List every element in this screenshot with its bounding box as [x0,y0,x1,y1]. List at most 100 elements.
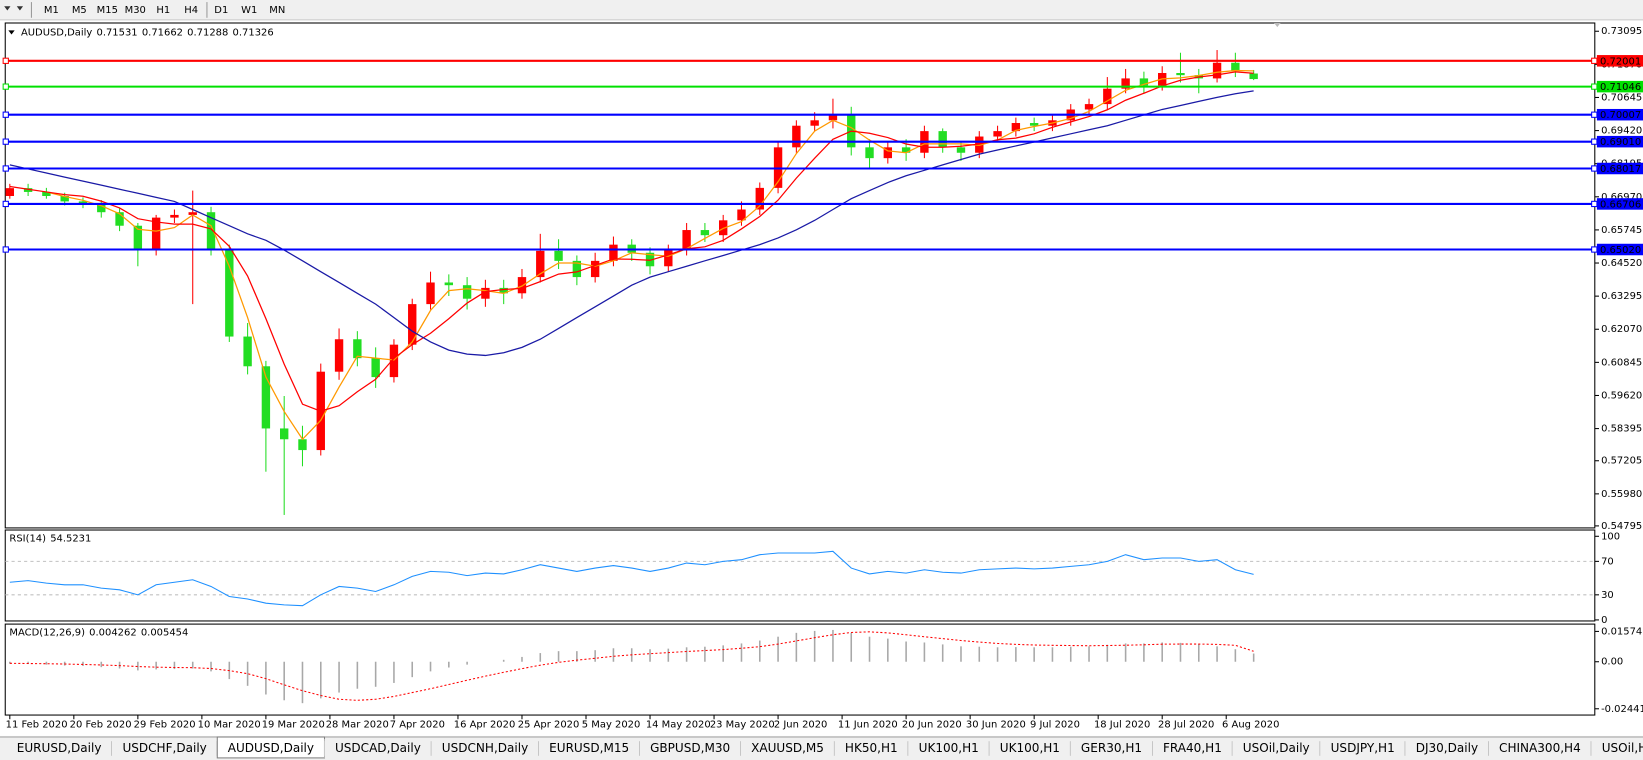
tab[interactable]: DJ30,Daily [1405,739,1490,758]
y-tick-label: 0.64520 [1601,258,1642,269]
x-tick-label: 28 Mar 2020 [326,719,389,730]
macd-panel [4,623,1596,716]
tab-background [1232,739,1321,758]
candle-body [170,214,179,218]
candle-body [993,131,1002,137]
tab[interactable]: UK100,H1 [989,739,1071,758]
level-handle [1591,165,1598,172]
timeframe-button[interactable]: M30 [125,5,146,16]
candle-body [5,188,15,196]
tab[interactable]: GBPUSD,M30 [639,739,742,758]
level-handle [1591,57,1598,64]
candle-body [1103,88,1112,105]
tab[interactable]: XAUUSD,M5 [740,739,835,758]
candle-body [517,277,527,294]
timeframe-button[interactable]: MN [269,5,285,16]
level-handle [2,246,9,253]
x-tick-label: 19 Mar 2020 [262,719,325,730]
tab[interactable]: GER30,H1 [1070,739,1154,758]
tab[interactable]: FRA40,H1 [1152,739,1233,758]
tab[interactable]: EURUSD,M15 [538,739,641,758]
tab[interactable]: USDJPY,H1 [1320,739,1406,758]
toolbar-icons[interactable] [4,6,24,11]
tab-label[interactable]: AUDUSD,Daily [228,741,314,755]
tab[interactable]: CHINA300,H4 [1488,739,1592,758]
tab-label[interactable]: USOil,H [1602,741,1643,755]
x-tick-label: 16 Apr 2020 [454,719,516,730]
shift-marker [1274,22,1281,28]
tab[interactable]: UK100,H1 [908,739,990,758]
level-label: 0.70007 [1600,110,1641,121]
tab-background [639,739,741,758]
tab-label[interactable]: XAUUSD,M5 [751,741,824,755]
tab-label[interactable]: UK100,H1 [919,741,979,755]
tab-label[interactable]: USDCNH,Daily [442,741,528,755]
level-handle [2,165,9,172]
timeframe-button[interactable]: W1 [241,5,257,16]
tab-label[interactable]: UK100,H1 [1000,741,1060,755]
tab[interactable]: AUDUSD,Daily [216,736,326,759]
level-label-box [1596,198,1643,210]
tab-label[interactable]: HK50,H1 [845,741,898,755]
macd-header: MACD(12,26,9) 0.004262 0.005454 [9,627,188,638]
tab-label[interactable]: EURUSD,M15 [549,741,629,755]
tab[interactable]: USDCNH,Daily [431,739,540,758]
candle-body [1011,123,1021,132]
candle-body [956,147,966,153]
tab[interactable]: HK50,H1 [834,739,909,758]
tab-label[interactable]: CHINA300,H4 [1499,741,1581,755]
tab-background [538,739,640,758]
candle-body [133,225,143,251]
candle-body [1084,104,1094,110]
candle-body [719,220,728,236]
level-label-box [1596,108,1643,121]
tab-background [1070,739,1153,758]
tab-label[interactable]: USDJPY,H1 [1331,741,1395,755]
candle-body [901,147,911,153]
x-tick-label: 20 Feb 2020 [70,719,132,730]
tab-label[interactable]: GBPUSD,M30 [650,741,730,755]
x-tick-label: 30 Jun 2020 [966,719,1026,730]
tab-label[interactable]: USOil,Daily [1243,741,1310,755]
tab-label[interactable]: DJ30,Daily [1416,741,1478,755]
tab-label[interactable]: GER30,H1 [1081,741,1142,755]
x-tick-label: 29 Feb 2020 [134,719,196,730]
panel-menu-triangle[interactable] [8,30,15,35]
y-tick-label: 70 [1601,556,1614,567]
tab-label[interactable]: USDCHF,Daily [122,741,206,755]
level-handle [2,111,9,118]
tab-background [834,739,909,758]
tab[interactable]: USOil,Daily [1232,739,1321,758]
tab-label[interactable]: FRA40,H1 [1163,741,1222,755]
candle-body [462,285,472,299]
y-tick-label: 0.58395 [1601,424,1642,435]
candle-body [243,336,252,367]
x-tick-label: 25 Apr 2020 [518,719,580,730]
rsi-title: RSI(14) [9,533,46,544]
tab-background [431,739,539,758]
tab[interactable]: USDCAD,Daily [324,739,432,758]
candle-body [828,114,838,121]
high: 0.71662 [142,27,183,38]
y-tick-label: 0.66970 [1601,192,1642,203]
x-tick-label: 5 May 2020 [582,719,641,730]
open: 0.71531 [96,27,137,38]
timeframe-button[interactable]: H1 [156,5,170,16]
level-label: 0.68017 [1600,164,1641,175]
candle-body [792,125,801,148]
level-label-box [1596,243,1643,256]
timeframe-button[interactable]: H4 [184,5,198,16]
moving-average [9,71,1254,412]
tab[interactable]: EURUSD,Daily [6,739,113,758]
timeframe-button[interactable]: M5 [72,5,87,16]
candle-body [426,282,435,305]
tab[interactable]: USDCHF,Daily [111,739,218,758]
tab[interactable]: USOil,H [1591,739,1643,758]
timeframe-button[interactable]: M1 [44,5,59,16]
x-tick-label: 11 Jun 2020 [838,719,898,730]
tab-label[interactable]: USDCAD,Daily [335,741,421,755]
timeframe-button[interactable]: D1 [214,5,228,16]
tab-label[interactable]: EURUSD,Daily [17,741,102,755]
level-label-box [1596,162,1643,175]
timeframe-button[interactable]: M15 [97,5,118,16]
